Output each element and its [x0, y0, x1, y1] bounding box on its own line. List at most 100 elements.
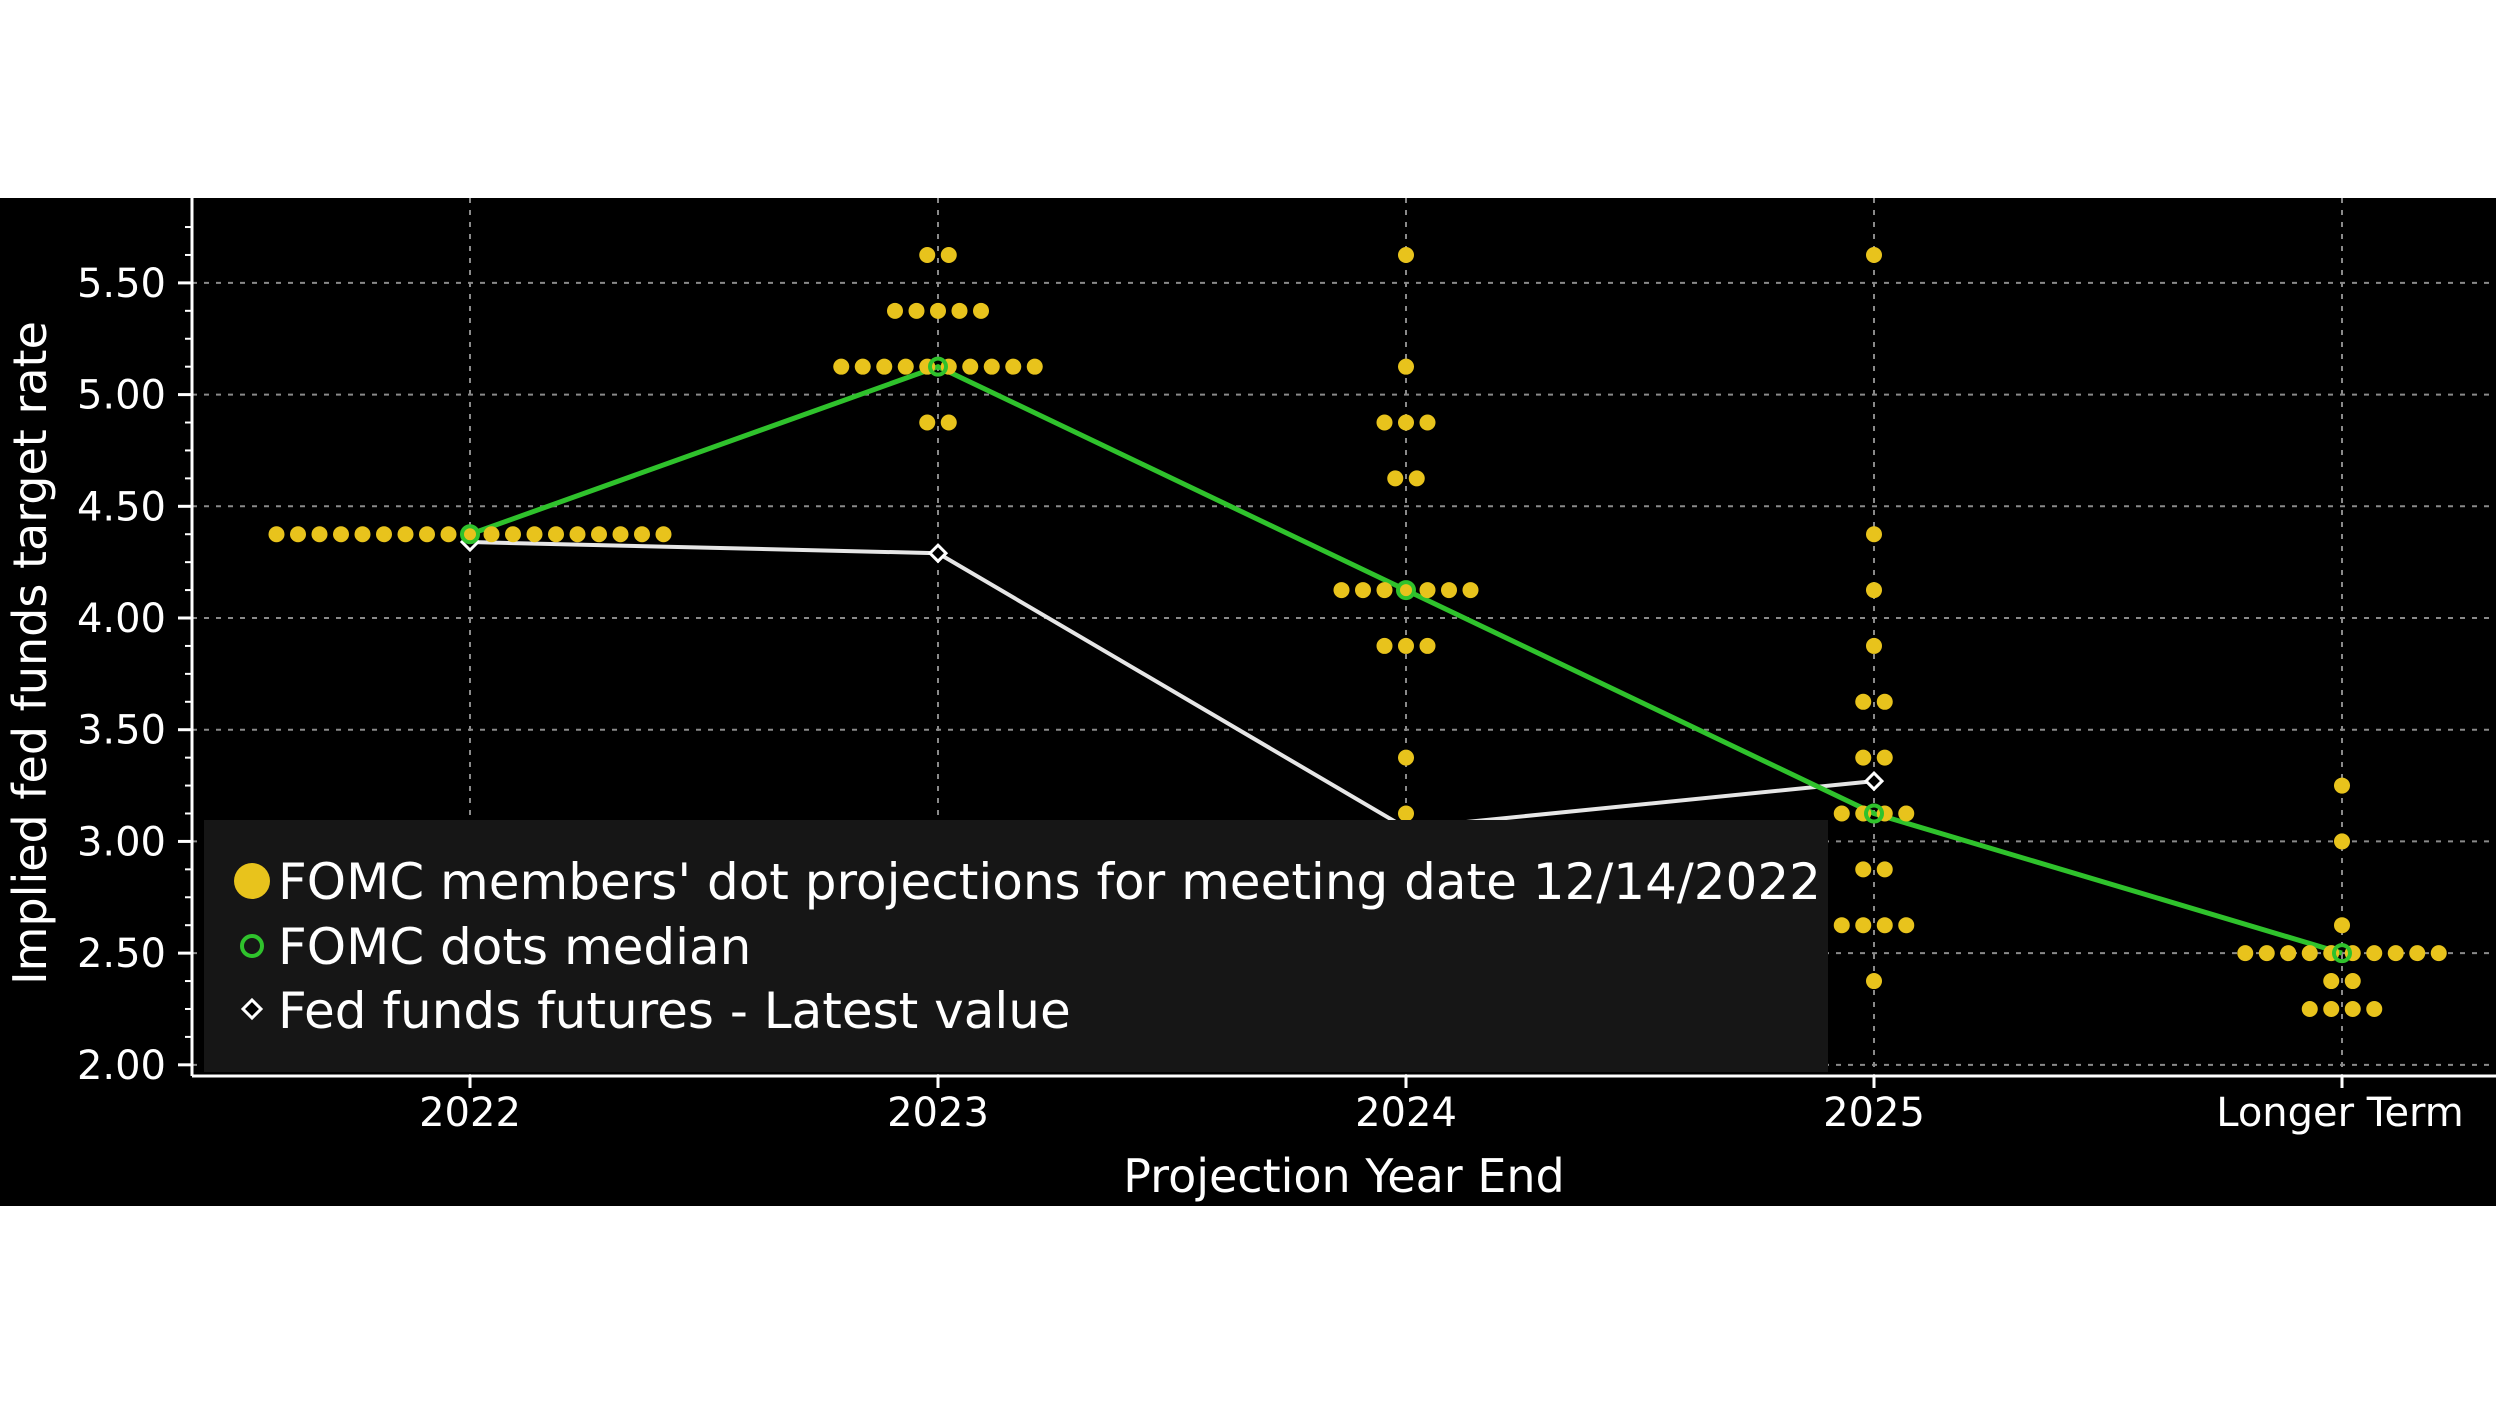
dot-projection: [1398, 414, 1414, 431]
dot-projection: [919, 246, 936, 263]
dot-projection: [1419, 582, 1436, 599]
dot-projection: [1866, 526, 1882, 543]
dot-projection: [2334, 917, 2350, 934]
dot-projection: [854, 358, 871, 375]
axis-layer: [190, 198, 2496, 1078]
dot-projection: [1387, 470, 1404, 487]
dot-projection: [1398, 246, 1414, 263]
futures-line: [469, 540, 1875, 831]
dot-projection: [1419, 414, 1436, 431]
dot-projection: [1855, 693, 1872, 710]
dot-projection: [1833, 917, 1850, 934]
y-tick-label: 3.00: [77, 819, 166, 865]
dot-projection: [2334, 777, 2350, 794]
dot-projection: [1866, 637, 1882, 654]
x-tick-labels: 2022 2023 2024 2025 Longer Term: [419, 1090, 2464, 1136]
dot-projection: [2323, 973, 2340, 990]
dot-projection: [1866, 246, 1882, 263]
dot-projection: [333, 526, 349, 543]
dot-projection: [1355, 582, 1371, 599]
dot-projection: [973, 302, 989, 319]
y-tick-label: 2.50: [77, 931, 166, 977]
y-tick-label: 4.50: [77, 484, 166, 530]
dot-projection: [1376, 582, 1393, 599]
dot-projection: [2334, 833, 2350, 850]
dot-projection: [887, 302, 903, 319]
dot-projection: [2258, 945, 2275, 962]
legend-label-futures: Fed funds futures - Latest value: [278, 982, 1071, 1040]
dot-projection: [1876, 749, 1893, 766]
dot-projection: [1855, 861, 1872, 878]
y-tick-label: 5.50: [77, 261, 166, 307]
y-tick-label: 5.00: [77, 373, 166, 419]
dot-projection: [1876, 917, 1893, 934]
dot-projection: [655, 526, 672, 543]
futures-series: [459, 531, 1885, 839]
x-tick-label: 2023: [887, 1090, 989, 1136]
legend-background: [204, 820, 1828, 1072]
median-point: [2332, 943, 2352, 964]
dot-projection: [1833, 805, 1850, 822]
dot-projection: [897, 358, 914, 375]
dot-projection: [376, 526, 392, 543]
legend-label-dots: FOMC members' dot projections for meetin…: [278, 853, 1821, 911]
dot-projection: [1408, 470, 1425, 487]
dot-projection: [1855, 917, 1872, 934]
dot-projection: [569, 526, 586, 543]
dot-projection: [440, 526, 457, 543]
dot-projection: [548, 526, 564, 543]
dot-projection: [2344, 1000, 2361, 1017]
futures-point: [927, 543, 949, 564]
legend-marker-dots: [234, 863, 270, 899]
dot-projection: [940, 414, 957, 431]
dot-projection: [1398, 637, 1414, 654]
dot-projection: [311, 526, 328, 543]
dot-plot-chart: 2.002.503.003.504.004.505.005.50 2022 202…: [3, 198, 2496, 1203]
dot-projection: [951, 302, 968, 319]
legend-marker-futures: [240, 997, 264, 1021]
dot-projection: [1333, 582, 1350, 599]
dot-projection: [1398, 749, 1414, 766]
y-axis-title: Implied fed funds target rate: [3, 321, 57, 985]
dot-projection: [1005, 358, 1022, 375]
futures-point: [1863, 770, 1885, 792]
dot-projection: [1398, 582, 1414, 599]
x-axis-title: Projection Year End: [1123, 1149, 1565, 1203]
dot-projection: [908, 302, 925, 319]
y-tick-label: 3.50: [77, 708, 166, 754]
dot-projection: [1898, 917, 1915, 934]
x-tick-label: 2022: [419, 1090, 521, 1136]
dot-projection: [1026, 358, 1043, 375]
dot-projection: [1898, 805, 1915, 822]
dot-projection: [930, 302, 946, 319]
dot-projection: [1441, 582, 1457, 599]
dot-projection: [1462, 582, 1479, 599]
dot-projection: [354, 526, 371, 543]
x-tick-label: Longer Term: [2216, 1090, 2464, 1136]
median-point: [928, 356, 948, 377]
dot-projection: [397, 526, 414, 543]
dot-projection: [634, 526, 650, 543]
dot-projection: [983, 358, 1000, 375]
dot-projection: [2387, 945, 2404, 962]
dot-projection: [2301, 1000, 2318, 1017]
dot-projection: [940, 246, 957, 263]
dot-projection: [612, 526, 629, 543]
legend-marker-median: [240, 934, 264, 958]
median-point: [460, 524, 480, 545]
dot-projection: [290, 526, 306, 543]
dot-projection: [526, 526, 543, 543]
chart-panel: 2.00 2.50 3.00 3.50 4.00 4.50 5.00 5.50 2022 202…: [0, 198, 2496, 1206]
x-tick-label: 2024: [1355, 1090, 1457, 1136]
dot-projection: [1376, 414, 1393, 431]
dot-projection: [483, 526, 500, 543]
dot-projection: [462, 526, 478, 543]
dot-projection: [1855, 749, 1872, 766]
dot-projection: [2366, 945, 2383, 962]
median-point: [1864, 803, 1884, 824]
dot-projection: [2237, 945, 2254, 962]
dot-projection: [2344, 973, 2361, 990]
dot-projection: [419, 526, 435, 543]
dot-projection: [1419, 637, 1436, 654]
median-point: [1396, 580, 1416, 601]
